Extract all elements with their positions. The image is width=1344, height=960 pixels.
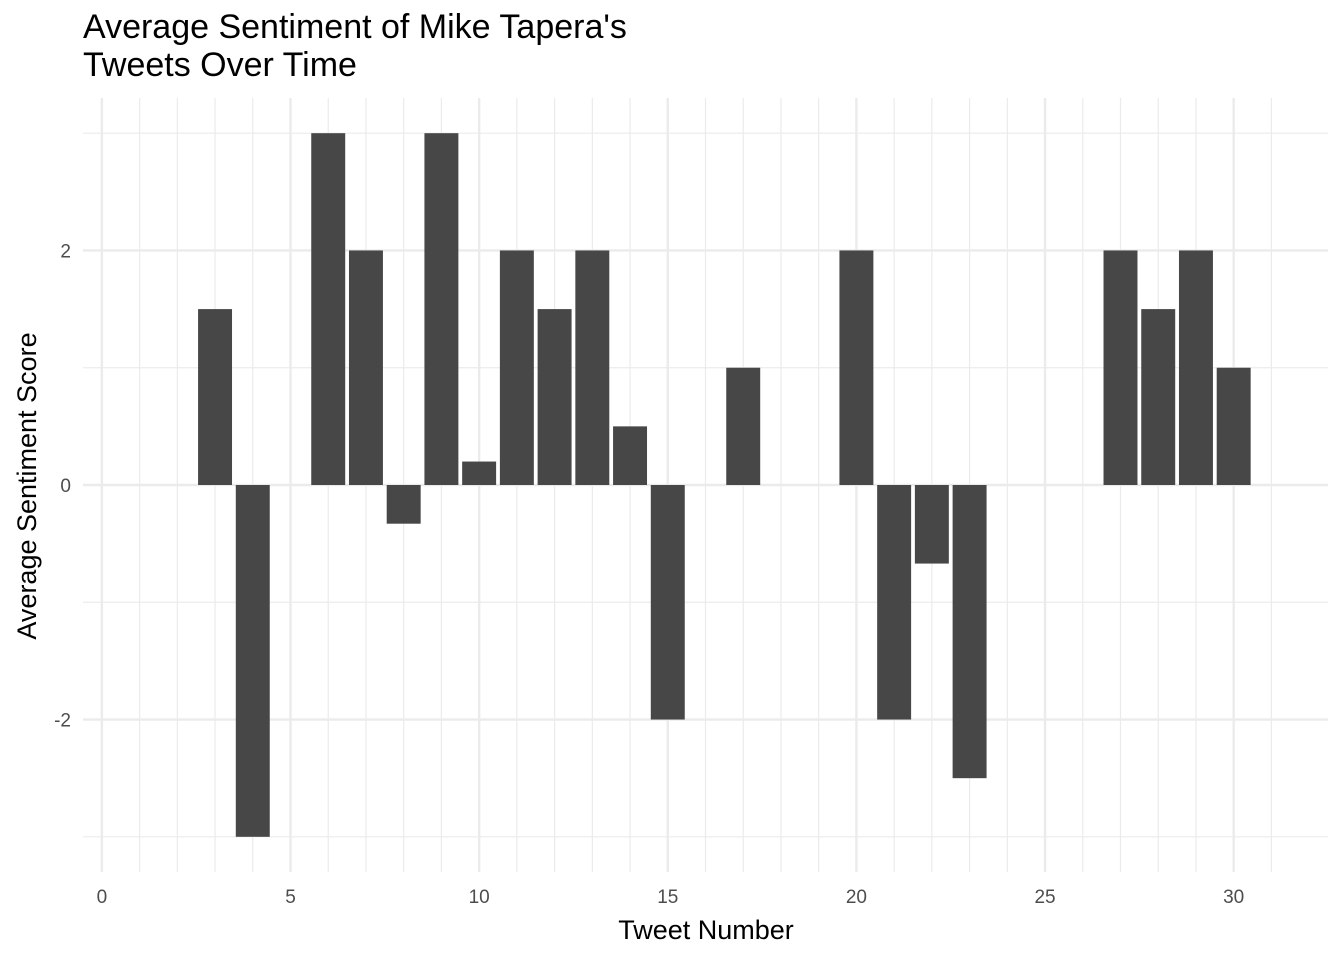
bar-tweet-22 xyxy=(914,485,949,564)
bars xyxy=(198,133,1251,837)
bar-tweet-28 xyxy=(1141,309,1176,485)
y-tick-label: -2 xyxy=(54,711,71,732)
y-tick-label: 0 xyxy=(60,476,71,497)
bar-tweet-27 xyxy=(1103,250,1138,485)
x-axis-title: Tweet Number xyxy=(618,915,794,945)
x-tick-label: 15 xyxy=(657,887,678,908)
bar-tweet-11 xyxy=(499,250,534,485)
bar-tweet-3 xyxy=(198,309,233,485)
x-tick-labels: 0 5 10 15 20 25 30 xyxy=(97,887,1245,908)
bar-tweet-14 xyxy=(613,426,648,485)
chart-title-line-2: Tweets Over Time xyxy=(83,46,357,84)
x-tick-label: 0 xyxy=(97,887,108,908)
x-tick-label: 25 xyxy=(1034,887,1055,908)
bar-tweet-30 xyxy=(1216,367,1251,485)
bar-tweet-21 xyxy=(877,485,912,720)
bar-tweet-10 xyxy=(462,461,497,485)
x-tick-label: 5 xyxy=(285,887,296,908)
bar-tweet-20 xyxy=(839,250,874,485)
bar-tweet-15 xyxy=(650,485,685,720)
y-axis-title: Average Sentiment Score xyxy=(12,332,42,639)
bar-tweet-7 xyxy=(348,250,383,485)
bar-tweet-17 xyxy=(726,367,761,485)
bar-tweet-6 xyxy=(311,133,346,485)
y-tick-label: 2 xyxy=(60,241,71,262)
chart-title-line-1: Average Sentiment of Mike Tapera's xyxy=(83,8,627,46)
bar-tweet-23 xyxy=(952,485,987,779)
bar-tweet-9 xyxy=(424,133,459,485)
bar-tweet-13 xyxy=(575,250,610,485)
x-tick-label: 30 xyxy=(1223,887,1244,908)
x-tick-label: 10 xyxy=(469,887,490,908)
bar-tweet-12 xyxy=(537,309,572,485)
x-tick-label: 20 xyxy=(846,887,867,908)
bar-tweet-8 xyxy=(386,485,421,524)
y-tick-labels: -2 0 2 xyxy=(54,241,71,731)
bar-tweet-29 xyxy=(1178,250,1213,485)
chart-title: Average Sentiment of Mike Tapera's Tweet… xyxy=(83,8,627,84)
bar-tweet-4 xyxy=(235,485,270,837)
